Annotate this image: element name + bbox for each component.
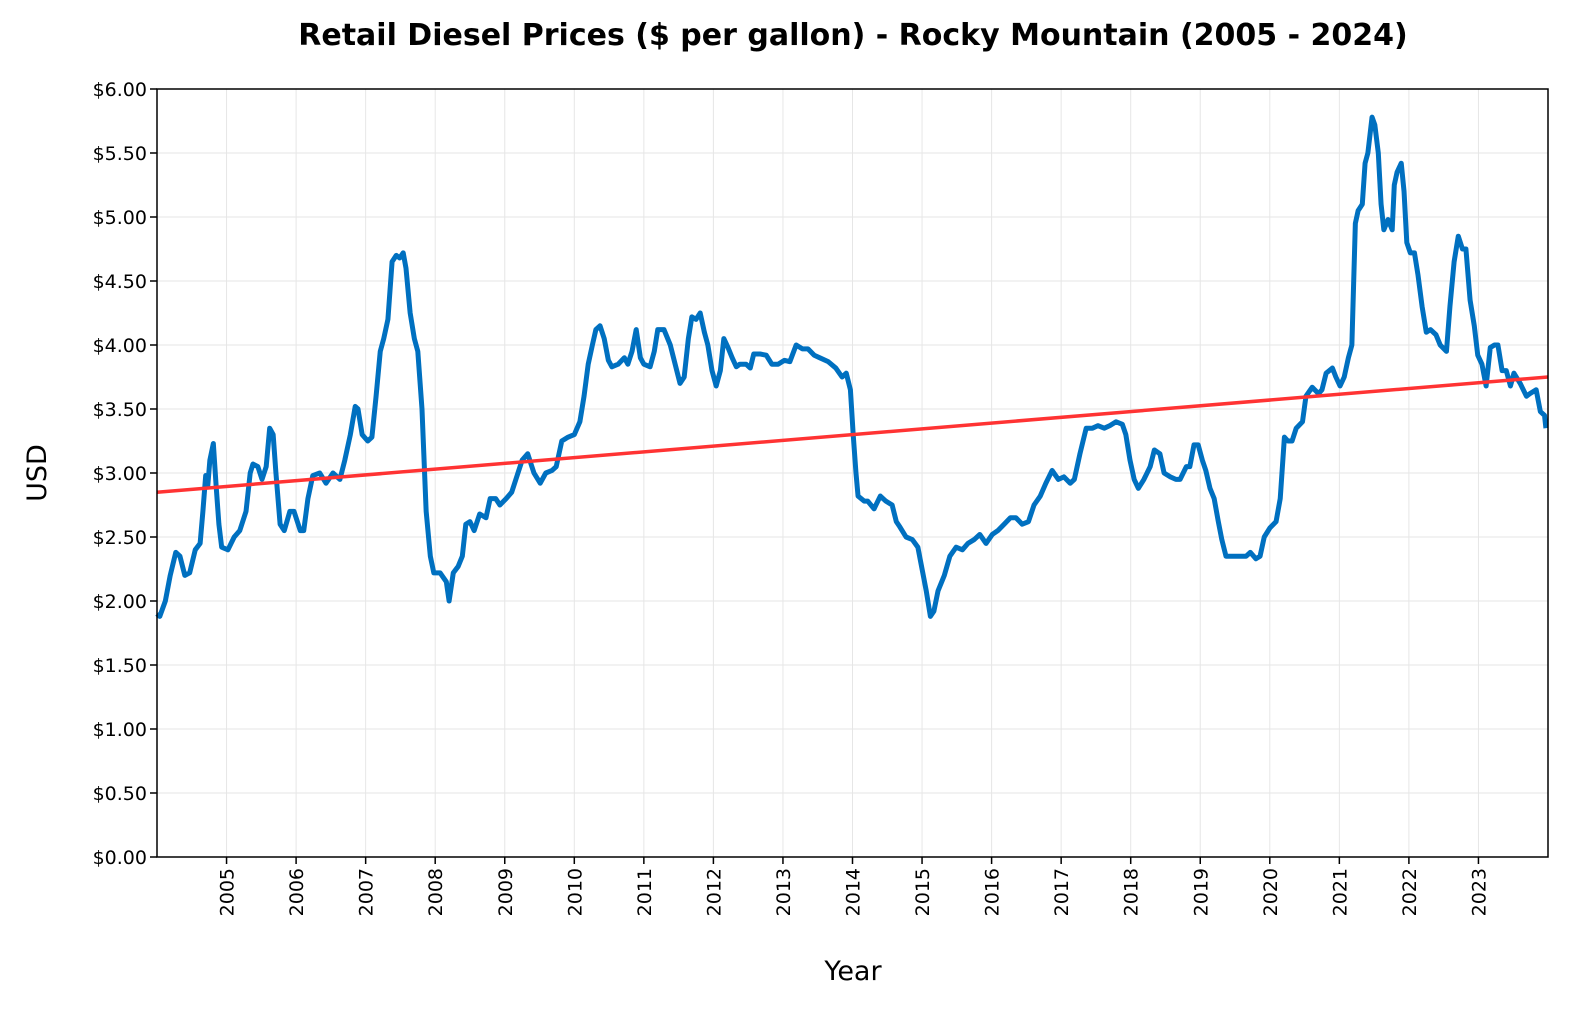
x-tick-label: 2016 bbox=[982, 868, 1004, 916]
plot-frame bbox=[156, 88, 1549, 858]
x-tick-label: 2015 bbox=[912, 868, 934, 916]
x-tick-label: 2018 bbox=[1121, 868, 1143, 916]
chart-title: Retail Diesel Prices ($ per gallon) - Ro… bbox=[298, 18, 1407, 53]
y-tick-label: $3.50 bbox=[93, 399, 147, 421]
y-axis-label: USD bbox=[22, 444, 53, 502]
x-tick-label: 2005 bbox=[217, 868, 239, 916]
x-tick-label: 2007 bbox=[356, 868, 378, 916]
y-tick-label: $2.50 bbox=[93, 527, 147, 549]
y-tick-label: $3.00 bbox=[93, 463, 147, 485]
y-tick-label: $5.00 bbox=[93, 207, 147, 229]
x-tick-label: 2014 bbox=[843, 868, 865, 916]
x-tick-label: 2023 bbox=[1468, 868, 1490, 916]
x-tick-label: 2010 bbox=[564, 868, 586, 916]
x-tick-label: 2020 bbox=[1260, 868, 1282, 916]
x-tick-label: 2013 bbox=[773, 868, 795, 916]
y-tick-label: $4.00 bbox=[93, 335, 147, 357]
x-tick-label: 2009 bbox=[495, 868, 517, 916]
x-axis-label: Year bbox=[823, 956, 882, 987]
x-tick-label: 2006 bbox=[286, 868, 308, 916]
x-tick-label: 2019 bbox=[1190, 868, 1212, 916]
y-tick-label: $2.00 bbox=[93, 591, 147, 613]
y-tick-label: $0.50 bbox=[93, 783, 147, 805]
x-tick-label: 2012 bbox=[703, 868, 725, 916]
x-tick-label: 2008 bbox=[425, 868, 447, 916]
grid bbox=[157, 88, 1548, 858]
x-tick-label: 2022 bbox=[1399, 868, 1421, 916]
y-tick-label: $5.50 bbox=[93, 143, 147, 165]
y-tick-label: $1.00 bbox=[93, 719, 147, 741]
y-tick-label: $0.00 bbox=[93, 847, 147, 869]
x-tick-label: 2017 bbox=[1051, 868, 1073, 916]
x-tick-label: 2021 bbox=[1329, 868, 1351, 916]
line bbox=[156, 375, 1549, 494]
y-tick-label: $1.50 bbox=[93, 655, 147, 677]
y-tick-label: $4.50 bbox=[93, 271, 147, 293]
x-tick-label: 2011 bbox=[634, 868, 656, 916]
line bbox=[155, 114, 1549, 619]
y-tick-label: $6.00 bbox=[93, 79, 147, 101]
